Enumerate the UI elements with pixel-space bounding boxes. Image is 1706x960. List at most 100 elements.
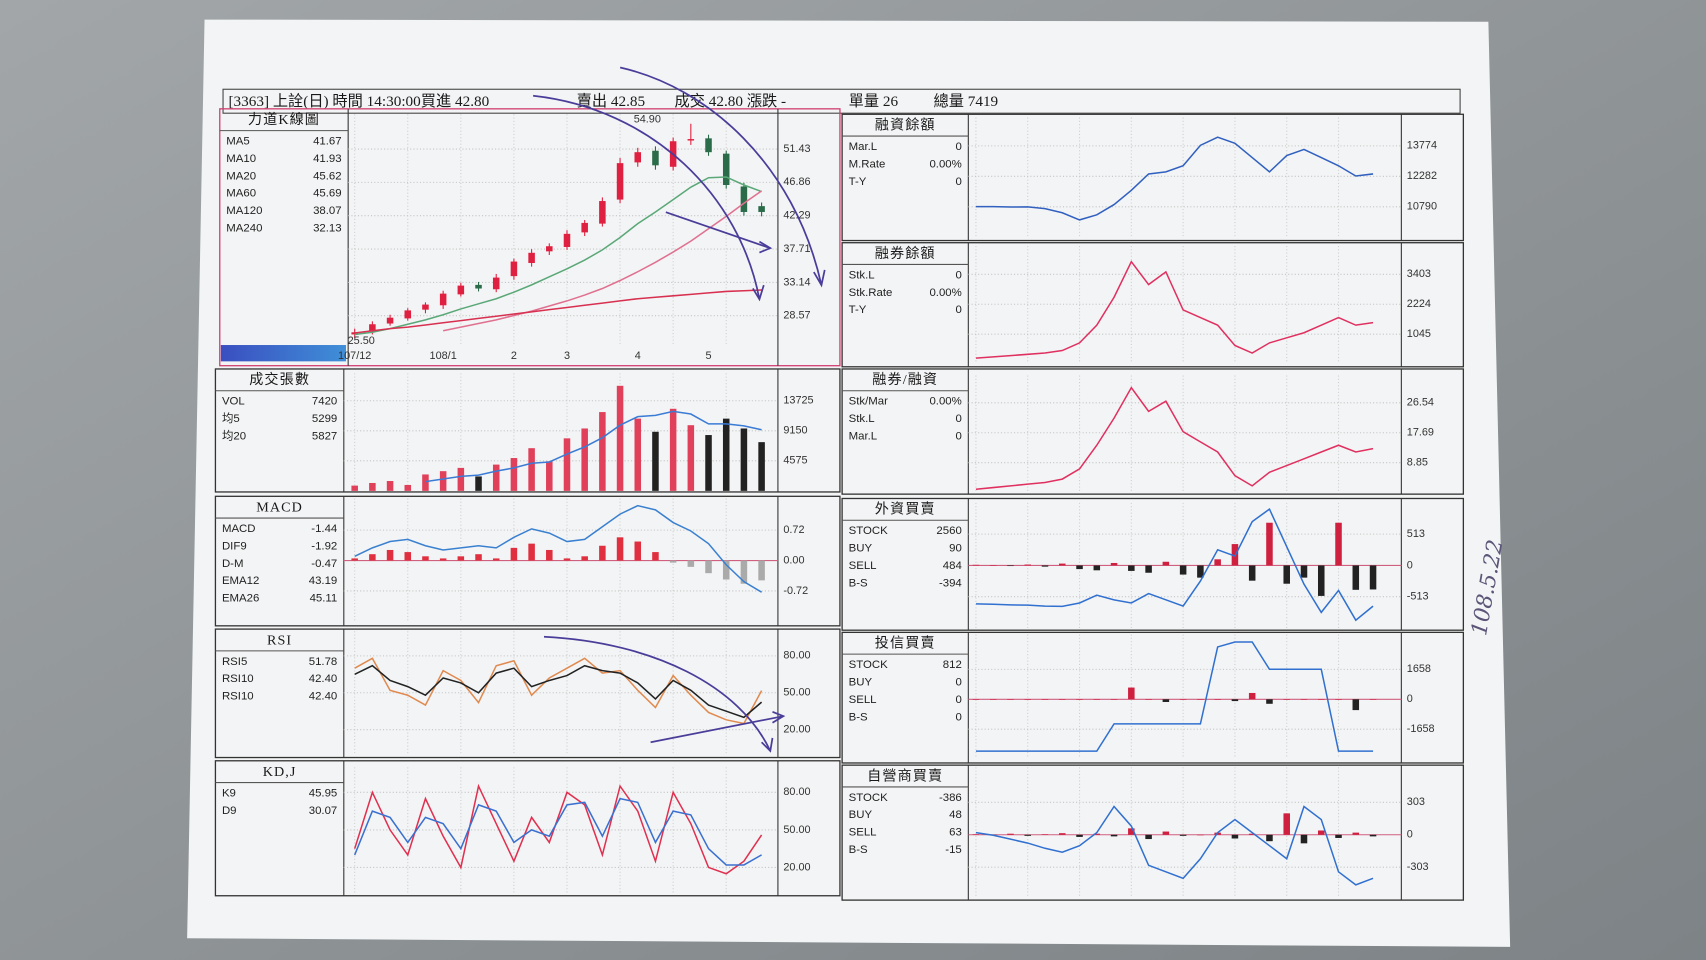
panel-frame <box>214 760 841 897</box>
readout-label: Stk.L <box>849 269 875 281</box>
bar <box>1041 699 1049 700</box>
bar <box>386 481 394 491</box>
bar <box>1317 699 1325 700</box>
bar <box>1145 699 1152 700</box>
bar <box>1352 699 1360 711</box>
bar <box>1352 565 1360 590</box>
panel-title: 融券餘額 <box>875 245 936 262</box>
candle-body <box>687 139 695 141</box>
pen-arrowhead <box>813 269 826 288</box>
bar <box>1317 565 1325 596</box>
panel-title: 投信買賣 <box>875 636 936 652</box>
readout-value: -1.44 <box>311 523 338 535</box>
candle-body <box>740 186 748 212</box>
bar <box>1317 830 1325 835</box>
bar <box>1335 522 1342 566</box>
bar <box>1024 699 1031 700</box>
readout-label: RSI5 <box>222 656 247 668</box>
bar <box>1024 834 1031 836</box>
bar <box>1335 834 1342 838</box>
bar <box>1128 565 1135 571</box>
candle-body <box>475 284 482 289</box>
readout-label: EMA12 <box>222 575 259 587</box>
readout-value: 38.07 <box>313 205 342 217</box>
pen-arrowhead <box>760 737 774 753</box>
bar <box>1283 699 1290 700</box>
y-tick-label: 0 <box>1407 829 1413 841</box>
y-tick-label: 1045 <box>1407 328 1431 340</box>
bar <box>422 474 429 491</box>
bar <box>669 560 677 563</box>
candle-body <box>581 222 588 233</box>
y-tick-label: -513 <box>1407 591 1429 603</box>
line <box>354 664 763 719</box>
readout-label: MA10 <box>226 153 256 165</box>
y-tick-label: -0.72 <box>783 585 808 597</box>
y-tick-label: 17.69 <box>1407 427 1434 439</box>
max-annotation: 54.90 <box>634 113 661 125</box>
line <box>354 504 762 593</box>
panel-title: 成交張數 <box>249 371 310 388</box>
readout-value: -0.47 <box>311 558 337 570</box>
x-tick-label: 107/12 <box>338 350 371 362</box>
x-tick-label: 3 <box>564 350 570 362</box>
bar <box>510 458 518 491</box>
readout-value: 7420 <box>312 396 337 408</box>
bar <box>1093 699 1101 700</box>
bar <box>510 547 518 561</box>
bar <box>1266 699 1273 704</box>
y-tick-label: 51.43 <box>783 143 810 155</box>
readout-label: VOL <box>222 396 245 408</box>
bar <box>758 560 765 581</box>
header-ask: 賣出 42.85 <box>577 93 646 110</box>
bar <box>1214 559 1221 566</box>
y-tick-label: 9150 <box>783 425 807 437</box>
y-tick-label: -303 <box>1407 861 1429 873</box>
line <box>975 507 1374 622</box>
readout-label: Mar.L <box>849 141 878 153</box>
bar <box>634 418 642 491</box>
bar <box>1162 831 1170 835</box>
bar <box>546 461 553 491</box>
y-tick-label: 12282 <box>1407 170 1437 182</box>
bar <box>1041 834 1049 835</box>
bar <box>705 435 712 491</box>
readout-value: 51.78 <box>309 656 338 668</box>
readout-label: BUY <box>849 543 873 555</box>
panel-title: MACD <box>256 500 303 516</box>
readout-value: 0 <box>955 711 961 723</box>
readout-value: 0 <box>955 676 961 688</box>
x-tick-label: 4 <box>635 350 641 362</box>
readout-label: MACD <box>222 523 256 535</box>
bar <box>616 385 624 491</box>
line <box>975 805 1374 886</box>
header-total-volume: 總量 7419 <box>934 92 999 110</box>
paper-group: [3363] 上詮(日) 時間 14:30:00買進 42.80 賣出 42.8… <box>187 19 1511 947</box>
bar <box>1007 699 1014 700</box>
candle-body <box>386 317 394 324</box>
bar <box>740 428 748 491</box>
readout-value: 45.11 <box>310 593 338 605</box>
candle-body <box>616 163 624 200</box>
bar <box>1197 699 1204 700</box>
readout-label: SELL <box>849 827 877 839</box>
readout-value: -15 <box>945 844 961 856</box>
bar <box>386 549 394 561</box>
panel-frame <box>841 764 1465 901</box>
bar <box>1197 565 1204 578</box>
y-tick-label: 0.00 <box>783 554 804 566</box>
y-tick-label: 37.71 <box>783 243 810 255</box>
bar <box>652 431 659 491</box>
bar <box>1231 834 1239 839</box>
pen-arrowhead <box>758 240 773 254</box>
bar <box>616 537 624 561</box>
readout-value: 0 <box>955 141 961 153</box>
bar <box>1110 699 1118 700</box>
bar <box>634 541 642 561</box>
bar <box>1300 834 1308 844</box>
y-tick-label: 13725 <box>783 395 813 407</box>
readout-value: 42.40 <box>309 673 338 685</box>
candle-body <box>599 201 606 224</box>
candle-body <box>652 150 659 166</box>
candle-body <box>510 261 518 277</box>
